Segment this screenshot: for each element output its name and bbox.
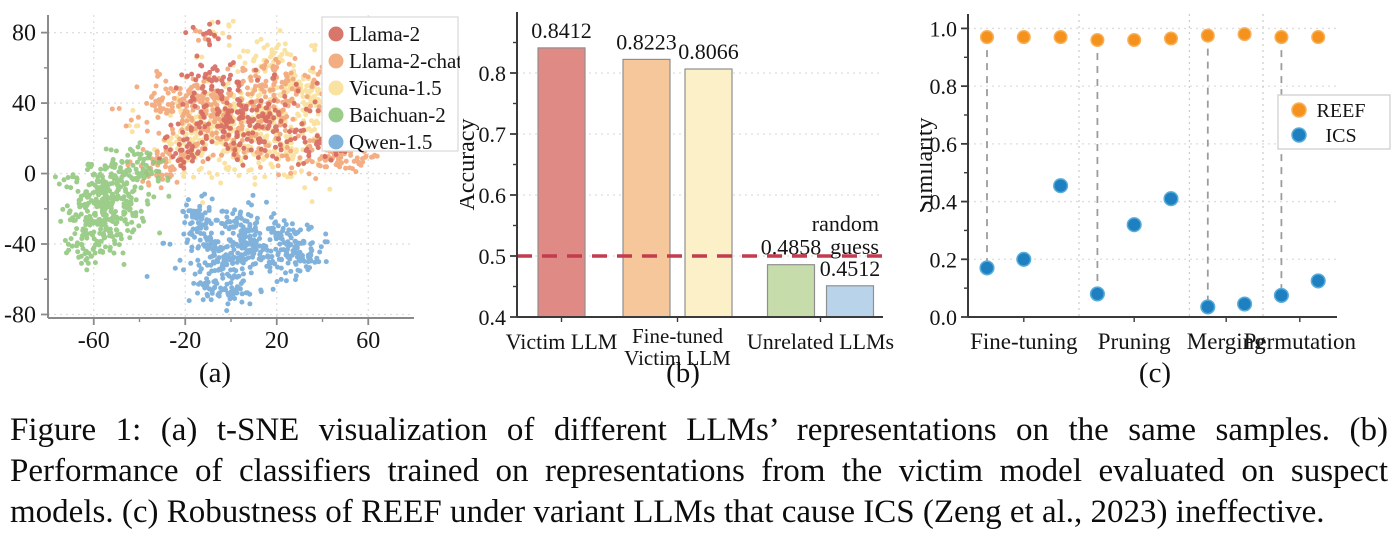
panel-a-label: (a) xyxy=(198,357,232,389)
robustness-dot-chart: 0.0 0.2 0.4 0.6 0.8 1.0 Fine-tuning Pruning Merg… xyxy=(920,14,1391,354)
bar-2 xyxy=(684,68,733,318)
svg-text:20: 20 xyxy=(265,328,289,354)
svg-text:Pruning: Pruning xyxy=(1098,329,1171,354)
svg-text:0.0: 0.0 xyxy=(930,305,958,330)
svg-text:Llama-2-chat: Llama-2-chat xyxy=(349,49,460,73)
svg-text:Fine-tuned: Fine-tuned xyxy=(632,324,723,348)
svg-text:0.4: 0.4 xyxy=(930,190,958,215)
svg-text:Llama-2: Llama-2 xyxy=(349,22,420,46)
svg-text:-40: -40 xyxy=(4,232,36,258)
svg-text:Unrelated LLMs: Unrelated LLMs xyxy=(747,329,894,354)
svg-text:Permutation: Permutation xyxy=(1244,329,1357,354)
tsne-chart: 80 40 0 -40 -80 -60 -20 20 60 Llama-2 Llama-2-chat… xyxy=(4,15,460,354)
tsne-axes: 80 40 0 -40 -80 -60 -20 20 60 xyxy=(4,15,414,354)
svg-text:Vicuna-1.5: Vicuna-1.5 xyxy=(349,76,442,100)
bar-1 xyxy=(622,58,671,318)
svg-text:-20: -20 xyxy=(169,328,201,354)
svg-text:0.8412: 0.8412 xyxy=(531,18,592,43)
svg-text:60: 60 xyxy=(356,328,380,354)
svg-text:80: 80 xyxy=(12,21,36,47)
accuracy-bar-chart: 0.8412 0.8223 0.80660.48580.4512randomgues… xyxy=(460,12,894,370)
tsne-points-baichuan-2 xyxy=(52,140,172,273)
tsne-legend: Llama-2 Llama-2-chat Vicuna-1.5 Baichuan-2 Q… xyxy=(321,16,460,154)
svg-text:Qwen-1.5: Qwen-1.5 xyxy=(349,130,432,154)
ics-points xyxy=(979,178,1326,315)
svg-text:0.8: 0.8 xyxy=(479,61,507,86)
svg-text:1.0: 1.0 xyxy=(930,16,958,41)
svg-text:0.4512: 0.4512 xyxy=(820,256,881,281)
svg-text:REEF: REEF xyxy=(1317,100,1366,122)
bar-3 xyxy=(766,264,816,318)
svg-text:Similarity: Similarity xyxy=(920,118,938,214)
panel-c-label: (c) xyxy=(1138,357,1172,389)
svg-text:0.2: 0.2 xyxy=(930,247,958,272)
reef-ics-connectors xyxy=(986,35,1283,307)
svg-text:0.8066: 0.8066 xyxy=(678,39,739,64)
svg-text:guess: guess xyxy=(830,234,879,259)
svg-text:0.6: 0.6 xyxy=(479,183,507,208)
svg-text:Fine-tuning: Fine-tuning xyxy=(970,329,1078,354)
svg-text:0.5: 0.5 xyxy=(479,244,507,269)
svg-text:-60: -60 xyxy=(78,328,110,354)
svg-text:0.4: 0.4 xyxy=(479,305,507,330)
svg-text:Accuracy: Accuracy xyxy=(460,119,480,211)
svg-text:0.6: 0.6 xyxy=(930,132,958,157)
svg-text:Victim LLM: Victim LLM xyxy=(624,346,731,370)
svg-text:0.8: 0.8 xyxy=(930,74,958,99)
svg-text:0: 0 xyxy=(24,162,36,188)
svg-text:-80: -80 xyxy=(4,302,36,328)
reef-points xyxy=(979,27,1326,48)
svg-text:0.7: 0.7 xyxy=(479,122,507,147)
tsne-points-llama-2 xyxy=(157,19,348,171)
bar-4 xyxy=(825,285,875,318)
svg-text:Baichuan-2: Baichuan-2 xyxy=(349,103,446,127)
svg-text:40: 40 xyxy=(12,91,36,117)
panel-b-label: (b) xyxy=(666,357,700,389)
bar-0 xyxy=(537,47,586,318)
svg-text:ICS: ICS xyxy=(1325,125,1356,147)
svg-text:random: random xyxy=(812,211,879,236)
svg-text:Victim LLM: Victim LLM xyxy=(506,329,618,354)
robustness-axes: 0.0 0.2 0.4 0.6 0.8 1.0 Fine-tuning Pruning Merg… xyxy=(920,14,1357,354)
svg-text:Merging: Merging xyxy=(1187,329,1266,354)
tsne-points-qwen-1.5 xyxy=(144,191,330,314)
figure-caption: Figure 1: (a) t-SNE visualization of dif… xyxy=(10,412,1388,530)
robustness-legend: REEF ICS xyxy=(1277,94,1391,150)
svg-text:0.8223: 0.8223 xyxy=(616,29,677,54)
